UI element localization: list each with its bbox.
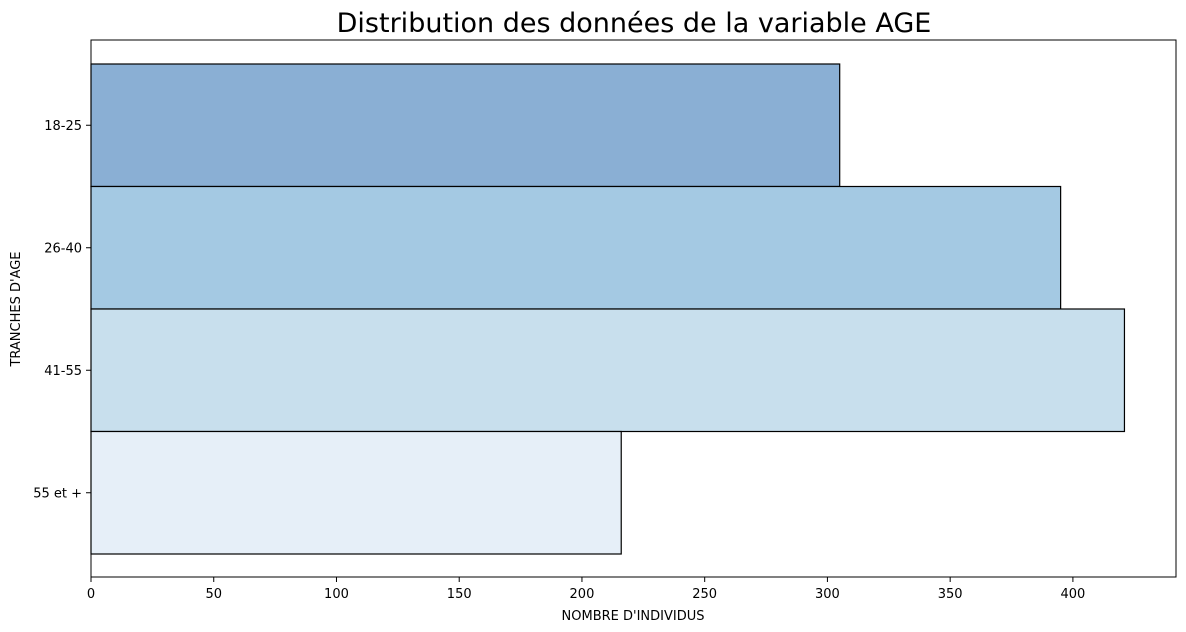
x-tick-label: 150	[447, 587, 472, 602]
y-tick-label: 18-25	[44, 119, 82, 134]
x-tick-label: 350	[938, 587, 963, 602]
x-axis-label: NOMBRE D'INDIVIDUS	[562, 609, 705, 624]
x-axis-ticks: 0 50 100 150 200 250 300 350 400	[87, 577, 1085, 602]
x-tick-label: 50	[205, 587, 222, 602]
bar-26-40	[90, 185, 1062, 310]
x-tick-label: 300	[815, 587, 840, 602]
x-tick-label: 200	[570, 587, 595, 602]
x-tick-label: 250	[692, 587, 717, 602]
x-tick-label: 100	[324, 587, 349, 602]
y-axis-ticks: 18-25 26-40 41-55 55 et +	[33, 119, 91, 501]
y-axis-label: TRANCHES D'AGE	[9, 251, 24, 367]
bar-41-55	[90, 308, 1126, 433]
plot-frame	[90, 39, 1177, 578]
bar-55-et	[90, 430, 622, 555]
x-tick-label: 400	[1060, 587, 1085, 602]
y-tick-label: 41-55	[44, 364, 82, 379]
chart-title: Distribution des données de la variable …	[337, 8, 932, 39]
x-tick-label: 0	[87, 587, 95, 602]
bars-group	[90, 63, 1126, 555]
y-tick-label: 26-40	[44, 241, 82, 256]
bar-18-25	[90, 63, 841, 188]
y-tick-label: 55 et +	[33, 486, 82, 501]
